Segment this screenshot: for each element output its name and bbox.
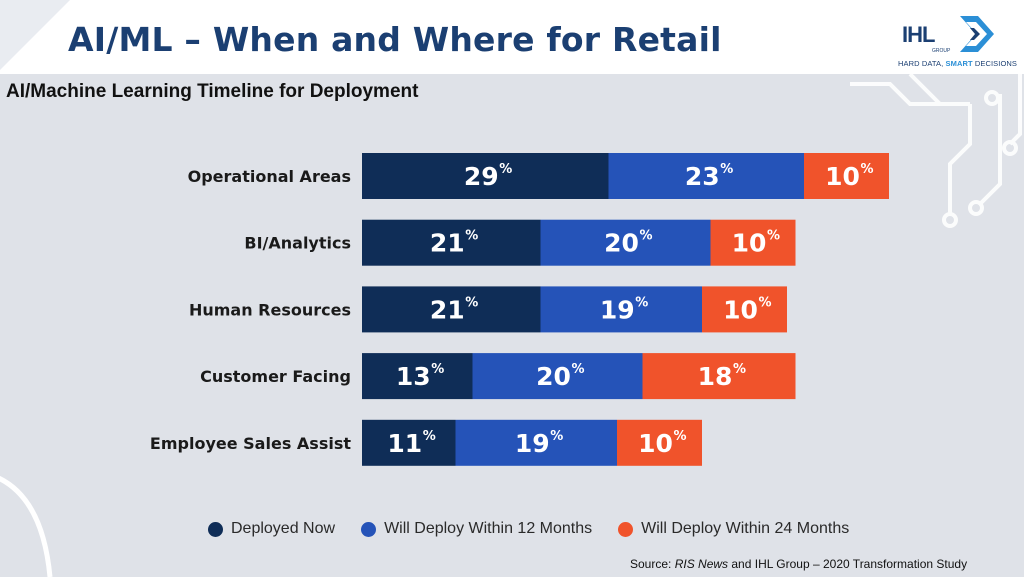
- data-label-unit: %: [465, 295, 478, 310]
- legend-label: Will Deploy Within 24 Months: [641, 520, 850, 537]
- data-label: 21: [430, 229, 465, 258]
- data-label: 10: [825, 162, 860, 191]
- legend-label: Deployed Now: [231, 520, 336, 537]
- legend-item-within-24-months: Will Deploy Within 24 Months: [618, 520, 849, 538]
- data-label: 20: [536, 362, 571, 391]
- category-label: Operational Areas: [188, 167, 351, 186]
- bar-segment: [540, 286, 702, 333]
- data-label-unit: %: [733, 362, 746, 377]
- bar-segment: [804, 153, 889, 199]
- curve-decoration: [0, 476, 53, 577]
- legend-swatch-within-12-months: [361, 521, 377, 537]
- bar-segment: [362, 219, 541, 266]
- legend-label: Will Deploy Within 12 Months: [384, 520, 593, 537]
- data-label-unit: %: [759, 295, 772, 310]
- bar-segment: [710, 219, 796, 266]
- logo-group-label: GROUP: [932, 48, 951, 54]
- bar-segment: [362, 286, 541, 333]
- bar-segment: [472, 353, 643, 400]
- bar-segment: [540, 219, 711, 266]
- data-label: 10: [732, 229, 767, 258]
- bar-segment: [702, 286, 787, 333]
- data-label-unit: %: [720, 162, 733, 177]
- bar-segment: [362, 353, 473, 400]
- category-label: Employee Sales Assist: [150, 434, 351, 453]
- slide-title: AI/ML – When and Where for Retail: [68, 20, 722, 59]
- bar-segment: [617, 419, 702, 466]
- data-label-unit: %: [465, 229, 478, 244]
- category-label: BI/Analytics: [244, 234, 351, 253]
- bar-segment: [642, 353, 796, 400]
- title-bar: AI/ML – When and Where for Retail IHL GR…: [0, 0, 1024, 74]
- data-label-unit: %: [572, 362, 585, 377]
- data-label-unit: %: [640, 229, 653, 244]
- data-label: 10: [638, 429, 673, 458]
- legend-swatch-deployed-now: [208, 521, 223, 537]
- data-label: 20: [604, 229, 639, 258]
- source-note: Source: RIS News and IHL Group – 2020 Tr…: [630, 557, 968, 571]
- bar-segment: [608, 153, 804, 199]
- chevron-right-icon: [960, 16, 994, 52]
- bar-segment: [362, 419, 456, 466]
- legend-item-within-12-months: Will Deploy Within 12 Months: [361, 520, 592, 538]
- data-label: 29: [464, 162, 499, 191]
- data-label: 11: [387, 429, 422, 458]
- data-label-unit: %: [635, 295, 648, 310]
- chart-subtitle: AI/Machine Learning Timeline for Deploym…: [6, 81, 419, 102]
- data-label-unit: %: [550, 429, 563, 444]
- data-label: 18: [698, 362, 733, 391]
- category-label: Human Resources: [189, 300, 351, 319]
- bar-segment: [455, 419, 617, 466]
- data-label-unit: %: [674, 429, 687, 444]
- ihl-logo: IHL GROUP HARD DATA, SMART DECISIONS: [896, 12, 1018, 72]
- category-label: Customer Facing: [200, 367, 351, 386]
- data-label: 13: [396, 362, 431, 391]
- circuit-decoration: [850, 74, 1022, 228]
- data-label-unit: %: [861, 162, 874, 177]
- legend-swatch-within-24-months: [618, 521, 634, 537]
- data-label: 21: [430, 295, 465, 324]
- data-label-unit: %: [499, 162, 512, 177]
- data-label-unit: %: [767, 229, 780, 244]
- logo-word: IHL: [902, 22, 935, 47]
- data-label: 23: [685, 162, 720, 191]
- data-label: 10: [723, 295, 758, 324]
- chart-legend: Deployed Now Will Deploy Within 12 Month…: [208, 517, 875, 541]
- corner-accent: [0, 0, 70, 70]
- data-label-unit: %: [423, 429, 436, 444]
- data-label: 19: [515, 429, 550, 458]
- data-label-unit: %: [431, 362, 444, 377]
- logo-tagline: HARD DATA, SMART DECISIONS: [898, 59, 1018, 68]
- bar-segment: [362, 153, 609, 199]
- legend-item-deployed-now: Deployed Now: [208, 520, 335, 538]
- data-label: 19: [600, 295, 635, 324]
